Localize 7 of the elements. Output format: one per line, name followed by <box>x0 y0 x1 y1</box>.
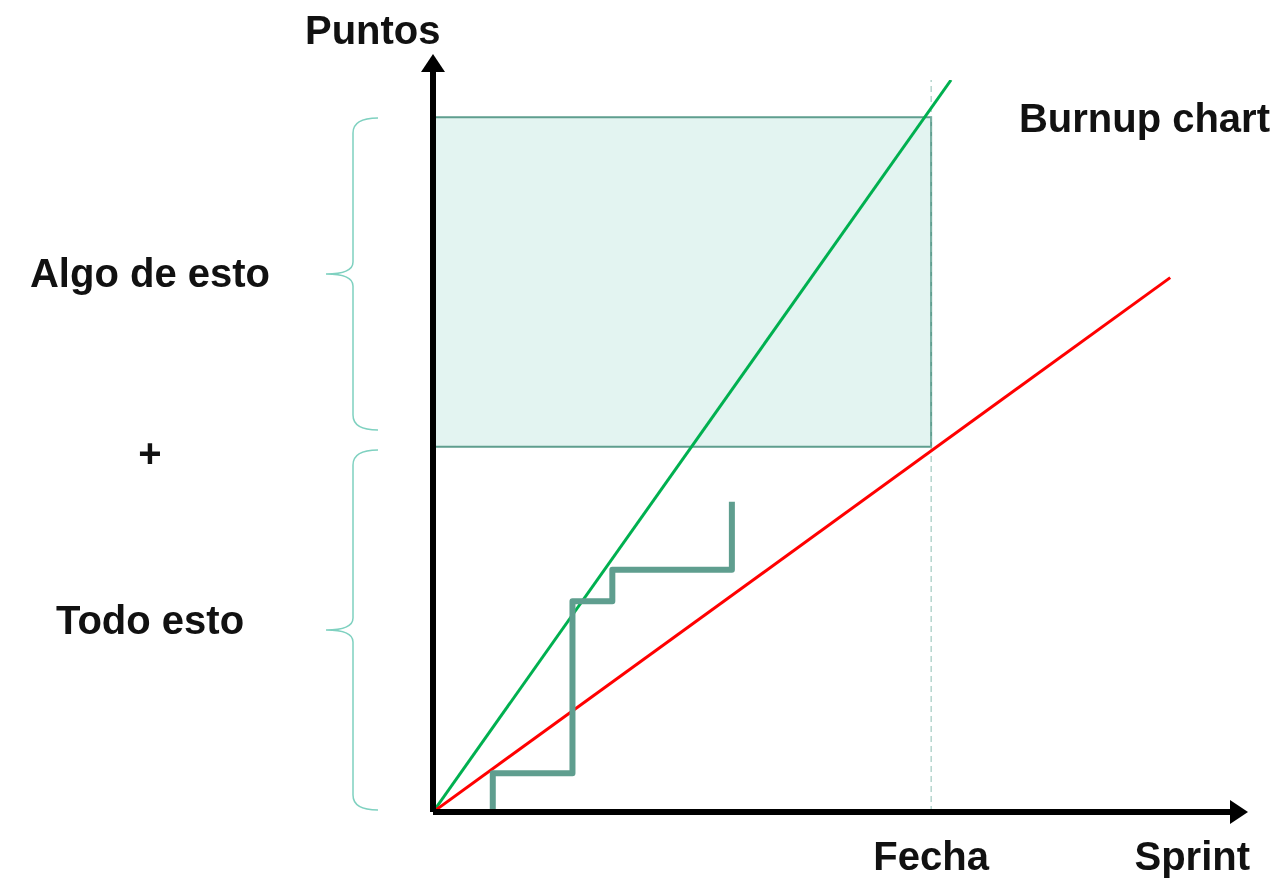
chart-title: Burnup chart <box>1018 96 1270 141</box>
x-axis-title: Sprint <box>1134 834 1250 879</box>
text: + <box>138 431 162 476</box>
text: Fecha <box>873 834 989 879</box>
text: Algo de esto <box>29 251 271 296</box>
text: Todo esto <box>55 598 245 643</box>
y-axis-title: Puntos <box>305 8 441 53</box>
